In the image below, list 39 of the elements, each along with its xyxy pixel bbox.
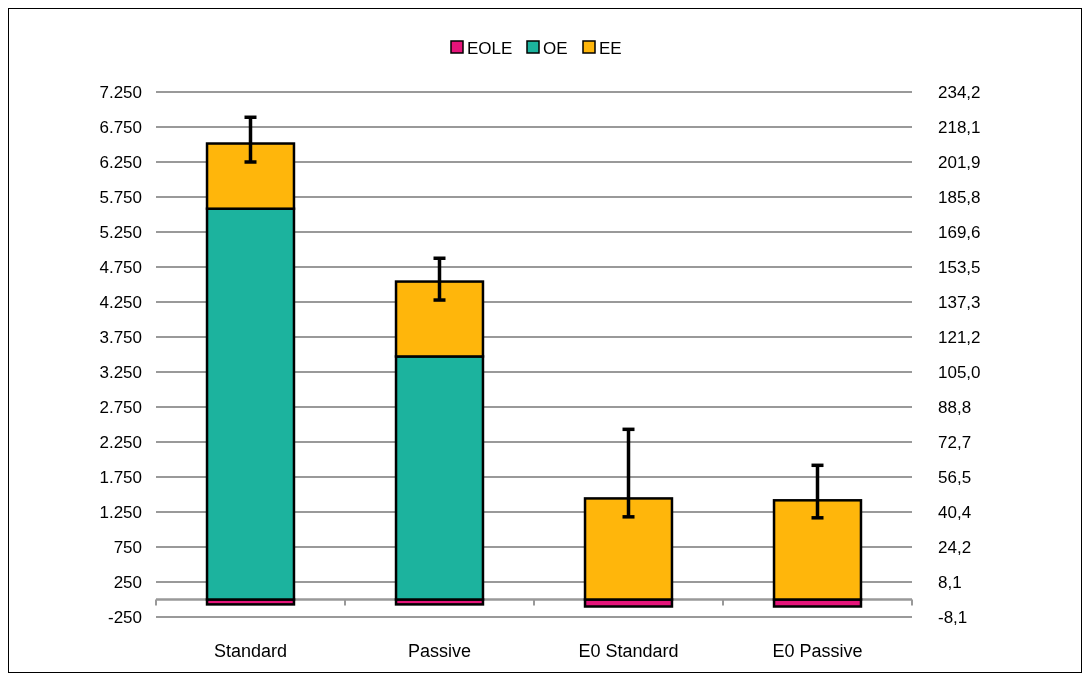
y-tick-label: 4.750 (99, 257, 142, 277)
y2-tick-label: 24,2 (938, 537, 972, 557)
y-tick-label: 2.750 (99, 397, 142, 417)
y-tick-label: 750 (113, 537, 142, 557)
y2-tick-label: 72,7 (938, 432, 972, 452)
y-tick-label: 7.250 (99, 82, 142, 102)
x-tick-label: Passive (407, 641, 472, 661)
y2-tick-label: 121,2 (938, 327, 981, 347)
y-tick-label: 250 (113, 572, 142, 592)
y2-tick-label: 234,2 (938, 82, 981, 102)
y-tick-label: 2.250 (99, 432, 142, 452)
y-tick-label: 6.250 (99, 152, 142, 172)
y-tick-label: 4.250 (99, 292, 142, 312)
y-tick-label: 6.750 (99, 117, 142, 137)
y-tick-label: 5.250 (99, 222, 142, 242)
y2-tick-label: 88,8 (938, 397, 972, 417)
y2-tick-label: 169,6 (938, 222, 981, 242)
y2-tick-label: 218,1 (938, 117, 981, 137)
legend-label: OE (543, 38, 568, 58)
y-tick-label: 1.750 (99, 467, 142, 487)
y2-tick-label: 201,9 (938, 152, 981, 172)
y2-tick-label: 105,0 (938, 362, 981, 382)
legend-label: EE (599, 38, 622, 58)
y2-tick-label: 40,4 (938, 502, 972, 522)
y-tick-label: 3.750 (99, 327, 142, 347)
y2-tick-label: 8,1 (938, 572, 962, 592)
y-tick-label: 3.250 (99, 362, 142, 382)
legend-label: EOLE (467, 38, 513, 58)
y2-tick-label: 137,3 (938, 292, 981, 312)
y-tick-label: 1.250 (99, 502, 142, 522)
y2-tick-label: -8,1 (938, 607, 968, 627)
y2-tick-label: 153,5 (938, 257, 981, 277)
y2-tick-label: 185,8 (938, 187, 981, 207)
x-tick-label: Standard (213, 641, 288, 661)
x-tick-label: E0 Passive (772, 641, 863, 661)
y-tick-label: -250 (107, 607, 142, 627)
x-tick-label: E0 Standard (578, 641, 679, 661)
y2-tick-label: 56,5 (938, 467, 972, 487)
y-tick-label: 5.750 (99, 187, 142, 207)
